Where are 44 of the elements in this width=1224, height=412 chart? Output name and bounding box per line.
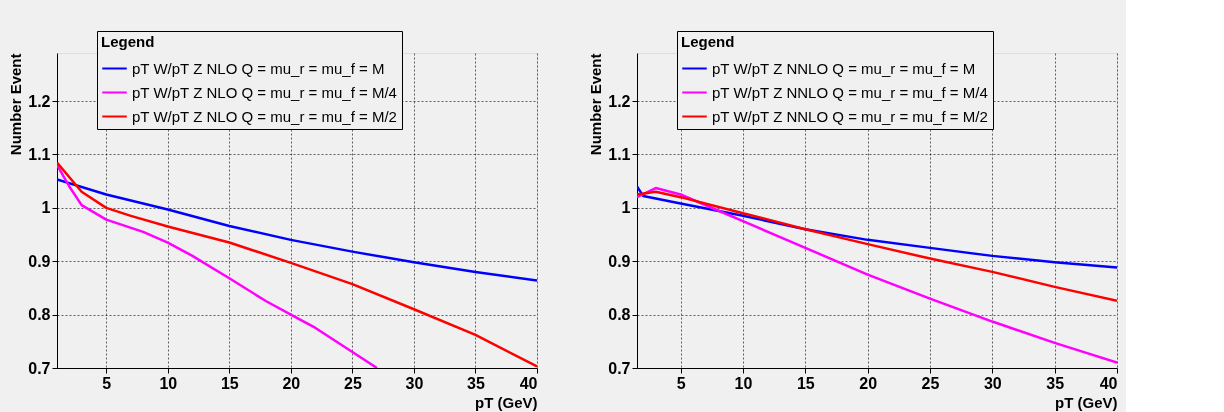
x-tick-label: 10: [159, 374, 178, 392]
legend-label: pT W/pT Z NLO Q = mu_r = mu_f = M/2: [132, 107, 397, 125]
x-tick-label: 25: [921, 374, 940, 392]
y-tick-label: 0.8: [608, 306, 631, 324]
x-tick-label: 5: [102, 374, 112, 392]
x-tick-label: 15: [220, 374, 239, 392]
legend-label: pT W/pT Z NNLO Q = mu_r = mu_f = M/4: [712, 83, 988, 101]
x-tick-label: 10: [734, 374, 753, 392]
y-tick-label: 0.8: [28, 306, 51, 324]
y-axis-title: Number Event: [7, 53, 25, 156]
line-series: [57, 163, 379, 368]
y-tick-label: 1.1: [608, 145, 631, 163]
y-tick-label: 1: [41, 199, 51, 217]
line-series: [637, 186, 1117, 364]
x-tick-label: 15: [796, 374, 815, 392]
x-tick-label: 20: [282, 374, 301, 392]
x-tick-label: 40: [519, 374, 538, 392]
y-tick-label: 0.7: [608, 359, 631, 377]
x-tick-label: 30: [983, 374, 1002, 392]
legend-label: pT W/pT Z NNLO Q = mu_r = mu_f = M/2: [712, 107, 988, 125]
line-series: [637, 190, 1117, 302]
legend-label: pT W/pT Z NNLO Q = mu_r = mu_f = M: [712, 59, 976, 77]
y-tick-label: 0.9: [608, 252, 631, 270]
x-tick-label: 30: [405, 374, 424, 392]
y-tick-label: 1.1: [28, 145, 51, 163]
y-tick-label: 0.7: [28, 359, 51, 377]
legend-title: Legend: [101, 33, 155, 50]
x-tick-label: 35: [467, 374, 485, 392]
x-tick-label: 5: [676, 374, 686, 392]
y-tick-label: 0.9: [28, 252, 51, 270]
x-tick-label: 35: [1046, 374, 1065, 392]
line-series: [57, 178, 537, 282]
x-tick-label: 25: [343, 374, 362, 392]
x-axis-title: pT (GeV): [1055, 393, 1118, 411]
y-tick-label: 1: [621, 199, 631, 217]
legend-title: Legend: [681, 33, 735, 50]
x-tick-label: 40: [1099, 374, 1118, 392]
x-axis-title: pT (GeV): [475, 393, 538, 411]
x-tick-label: 20: [859, 374, 878, 392]
y-tick-label: 1.2: [608, 92, 631, 110]
y-axis-title: Number Event: [587, 53, 605, 156]
legend-label: pT W/pT Z NLO Q = mu_r = mu_f = M/4: [132, 83, 397, 101]
legend-label: pT W/pT Z NLO Q = mu_r = mu_f = M: [132, 59, 385, 77]
y-tick-label: 1.2: [28, 92, 51, 110]
